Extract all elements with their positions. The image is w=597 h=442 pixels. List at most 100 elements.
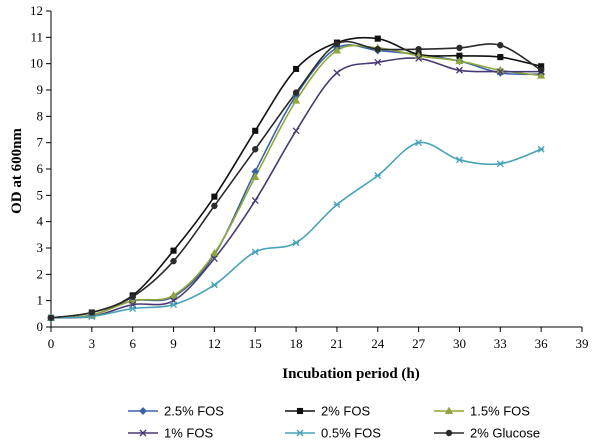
- x-tick-label: 3: [89, 336, 96, 351]
- y-tick-label: 0: [37, 319, 44, 334]
- data-point: [210, 281, 218, 289]
- x-tick-label: 12: [208, 336, 221, 351]
- legend-item: 0.5% FOS: [285, 426, 381, 441]
- data-point: [496, 68, 504, 76]
- series-line: [50, 44, 542, 319]
- data-point: [333, 201, 341, 209]
- legend-label: 1% FOS: [164, 426, 213, 441]
- data-point: [456, 66, 463, 74]
- x-axis-title: Incubation period (h): [282, 366, 420, 382]
- data-point: [293, 65, 300, 72]
- x-tick-label: 15: [249, 336, 262, 351]
- legend-marker: [139, 407, 147, 415]
- data-point: [252, 127, 259, 134]
- data-point: [537, 145, 545, 153]
- data-point: [129, 305, 137, 313]
- data-point: [251, 172, 260, 180]
- x-tick-label: 18: [290, 336, 303, 351]
- y-tick-label: 10: [30, 56, 43, 71]
- legend: 2.5% FOS 2% FOS 1.5% FOS 1% FOS 0.5% FOS 2% G…: [128, 404, 540, 441]
- legend-item: 1% FOS: [128, 426, 213, 441]
- data-point: [291, 96, 301, 104]
- data-point: [210, 255, 218, 262]
- data-point: [332, 46, 342, 54]
- series-line: [50, 44, 542, 319]
- data-point: [415, 54, 423, 62]
- data-point: [455, 56, 464, 65]
- legend-box: [116, 397, 556, 442]
- legend-marker: [139, 429, 147, 437]
- data-point: [537, 71, 546, 79]
- y-tick-label: 9: [37, 82, 44, 97]
- y-tick-label: 8: [37, 108, 44, 123]
- legend-label: 1.5% FOS: [470, 404, 530, 419]
- legend-marker: [296, 407, 304, 415]
- data-point: [333, 40, 341, 48]
- x-tick-label: 6: [129, 336, 136, 351]
- data-point: [251, 248, 259, 256]
- data-point: [415, 45, 422, 53]
- legend-label: 0.5% FOS: [321, 426, 381, 441]
- series-lines: [50, 36, 542, 319]
- legend-marker: [445, 429, 453, 437]
- data-point: [170, 301, 177, 309]
- data-point: [374, 172, 382, 180]
- x-tick-label: 21: [330, 336, 343, 351]
- y-tick-label: 6: [37, 161, 44, 176]
- legend-marker: [296, 429, 304, 437]
- legend-item: 2.5% FOS: [128, 404, 224, 419]
- data-point: [292, 127, 300, 135]
- data-point: [47, 314, 55, 321]
- series-line: [50, 141, 542, 319]
- legend-label: 2% Glucose: [470, 426, 540, 441]
- data-point: [496, 160, 504, 168]
- data-point: [415, 139, 423, 147]
- data-point: [374, 35, 381, 42]
- legend-item: 2% Glucose: [434, 426, 540, 441]
- data-point: [251, 197, 259, 205]
- data-point: [456, 156, 463, 164]
- legend-label: 2.5% FOS: [164, 404, 224, 419]
- x-tick-label: 0: [48, 336, 55, 351]
- data-point: [211, 193, 218, 200]
- series-line: [50, 36, 542, 319]
- data-point: [170, 257, 177, 265]
- x-tick-label: 30: [453, 336, 466, 351]
- series-line: [50, 40, 542, 319]
- x-tick-label: 33: [494, 336, 507, 351]
- y-tick-label: 11: [30, 29, 43, 44]
- legend-item: 2% FOS: [285, 404, 370, 419]
- y-tick-label: 7: [37, 135, 44, 150]
- data-point: [497, 42, 504, 49]
- x-tick-label: 9: [170, 336, 177, 351]
- y-tick-label: 1: [37, 293, 44, 308]
- x-tick-label: 39: [576, 336, 589, 351]
- data-point: [333, 69, 341, 77]
- y-tick-label: 3: [37, 240, 44, 255]
- data-point: [497, 54, 504, 61]
- data-point: [129, 293, 136, 300]
- legend-marker: [444, 406, 454, 415]
- data-point: [292, 239, 300, 247]
- data-point: [292, 89, 300, 96]
- legend-label: 2% FOS: [321, 404, 370, 419]
- legend-item: 1.5% FOS: [434, 404, 530, 419]
- data-point: [537, 67, 545, 74]
- y-tick-label: 4: [37, 214, 44, 229]
- series-markers: [46, 35, 546, 322]
- data-point: [210, 248, 219, 257]
- x-tick-label: 27: [412, 336, 426, 351]
- data-point: [170, 247, 177, 254]
- data-point: [252, 146, 259, 153]
- y-tick-label: 2: [37, 266, 44, 281]
- data-point: [169, 291, 178, 299]
- data-point: [374, 45, 381, 53]
- data-point: [374, 58, 382, 66]
- data-point: [211, 202, 218, 210]
- y-tick-label: 12: [30, 3, 43, 18]
- x-tick-label: 36: [535, 336, 549, 351]
- data-point: [88, 309, 96, 316]
- data-point: [456, 44, 463, 52]
